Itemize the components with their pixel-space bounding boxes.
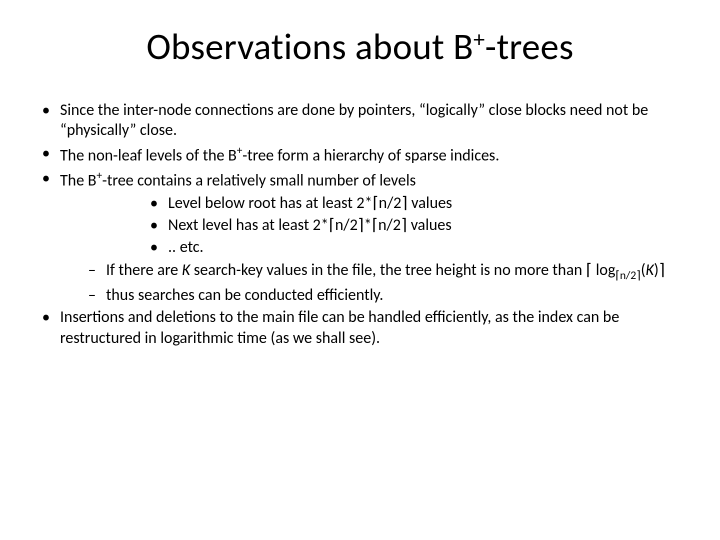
sub-bullet-list: Level below root has at least 2*⌈n/2⌉ va…	[60, 194, 684, 259]
bullet-text: .. etc.	[168, 238, 204, 257]
bullet-text: Insertions and deletions to the main fil…	[60, 308, 619, 347]
list-item: Since the inter-node connections are don…	[36, 101, 684, 142]
dash-text-mid: search-key values in the file, the tree …	[190, 261, 615, 280]
bullet-text: Level below root has at least 2*⌈n/2⌉ va…	[168, 194, 452, 213]
bullet-text-post: -tree form a hierarchy of sparse indices…	[242, 146, 499, 165]
bullet-list: Since the inter-node connections are don…	[36, 101, 684, 349]
slide-body: Since the inter-node connections are don…	[36, 101, 684, 349]
list-item: The non-leaf levels of the B+-tree form …	[36, 144, 684, 167]
list-item: Next level has at least 2*⌈n/2⌉*⌈n/2⌉ va…	[60, 216, 684, 236]
bullet-text: Since the inter-node connections are don…	[60, 101, 648, 140]
bullet-text: Next level has at least 2*⌈n/2⌉*⌈n/2⌉ va…	[168, 216, 452, 235]
bullet-text-post: -tree contains a relatively small number…	[102, 171, 416, 190]
list-item: Insertions and deletions to the main fil…	[36, 308, 684, 349]
dash-text-sub: ⌈n/2⌉	[615, 269, 640, 283]
title-sup: +	[473, 26, 485, 54]
dash-text: thus searches can be conducted efficient…	[106, 286, 383, 305]
slide: Observations about B+-trees Since the in…	[0, 0, 720, 540]
list-item: Level below root has at least 2*⌈n/2⌉ va…	[60, 194, 684, 214]
dash-text-k2: K	[646, 261, 654, 280]
list-item: The B+-tree contains a relatively small …	[36, 169, 684, 307]
bullet-text-pre: The B	[60, 171, 96, 190]
dash-list: If there are K search-key values in the …	[60, 261, 684, 306]
dash-text-pre: If there are	[106, 261, 182, 280]
title-post: -trees	[485, 24, 574, 69]
dash-text-k: K	[182, 261, 190, 280]
list-item: thus searches can be conducted efficient…	[60, 286, 684, 306]
list-item: If there are K search-key values in the …	[60, 261, 684, 284]
dash-text-close: )⌉	[654, 261, 665, 280]
bullet-text-pre: The non-leaf levels of the B	[60, 146, 237, 165]
title-pre: Observations about B	[146, 24, 473, 69]
slide-title: Observations about B+-trees	[36, 24, 684, 69]
list-item: .. etc.	[60, 238, 684, 258]
